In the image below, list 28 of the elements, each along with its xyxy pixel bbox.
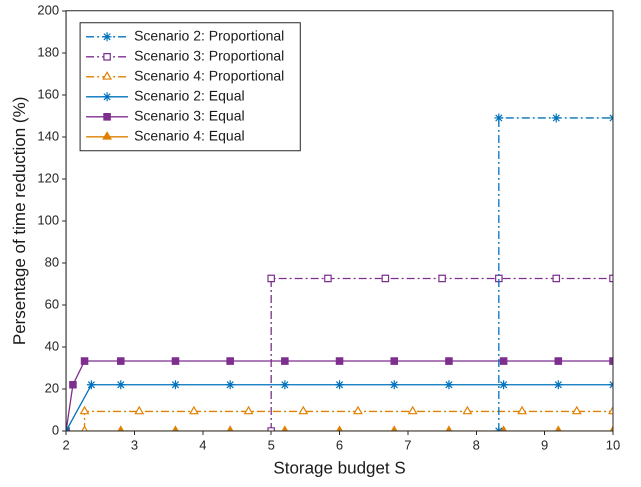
y-tick-label: 80 (44, 254, 60, 270)
legend-label: Scenario 2: Equal (134, 88, 245, 104)
x-tick-label: 7 (404, 437, 412, 452)
x-tick-label: 5 (268, 437, 275, 452)
y-tick-label: 180 (37, 44, 60, 60)
legend-label: Scenario 3: Proportional (134, 48, 284, 64)
x-tick-label: 8 (472, 437, 480, 452)
y-tick-label: 100 (37, 212, 60, 228)
x-axis-title: Storage budget S (273, 458, 406, 478)
y-axis-title: Persentage of time reduction (%) (10, 96, 29, 346)
y-tick-label: 60 (44, 296, 60, 312)
legend-label: Scenario 4: Proportional (134, 68, 284, 84)
x-tick-label: 9 (541, 437, 548, 452)
x-tick-label: 10 (606, 437, 620, 452)
y-tick-label: 160 (37, 86, 60, 102)
x-tick-label: 4 (199, 437, 206, 452)
legend-label: Scenario 2: Proportional (134, 28, 284, 44)
x-tick-label: 2 (62, 437, 70, 452)
legend-label: Scenario 3: Equal (134, 108, 245, 124)
y-tick-label: 200 (37, 2, 60, 18)
legend-label: Scenario 4: Equal (134, 128, 245, 144)
y-tick-label: 20 (44, 380, 60, 396)
y-tick-label: 120 (37, 170, 60, 186)
x-tick-label: 6 (336, 437, 344, 452)
x-tick-label: 3 (130, 437, 138, 452)
y-tick-label: 140 (37, 128, 60, 144)
y-tick-label: 40 (44, 338, 60, 354)
y-tick-label: 0 (52, 422, 60, 438)
